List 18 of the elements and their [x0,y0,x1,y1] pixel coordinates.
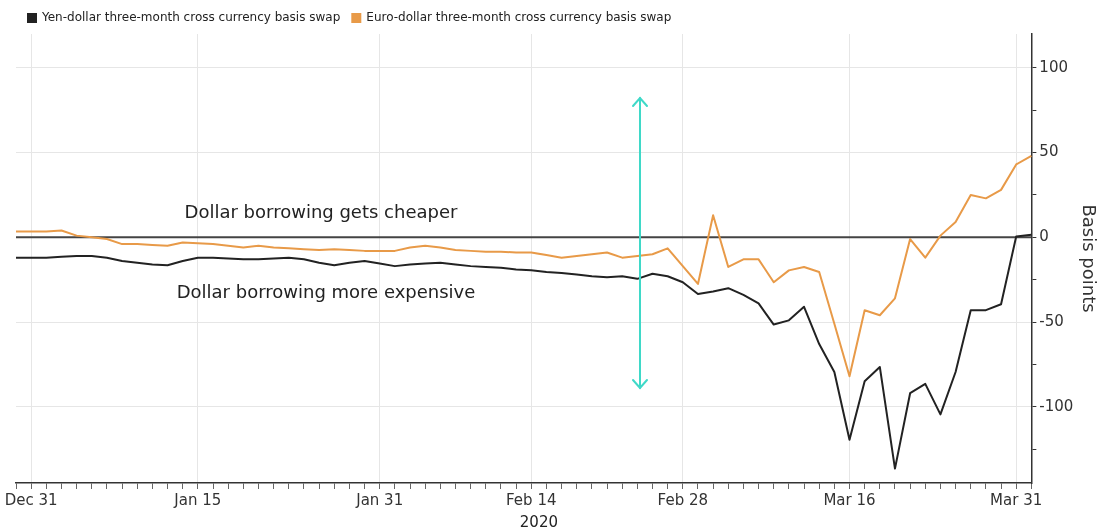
x-tick-label: Jan 31 [355,490,404,509]
x-tick-label: Jan 15 [173,490,222,509]
annotation: Dollar borrowing gets cheaper [184,200,459,222]
y-axis-title: Basis points [1078,204,1100,313]
legend-label: Yen-dollar three-month cross currency basis swap [41,10,341,25]
x-tick-label: Dec 31 [4,490,58,509]
y-tick-label: 0 [1039,227,1049,246]
x-tick-label: Mar 16 [823,490,876,509]
annotation: Dollar borrowing more expensive [176,280,476,302]
x-tick-label: Feb 14 [506,490,557,509]
y-tick-label: -100 [1039,396,1074,415]
x-tick-label: Feb 28 [657,490,709,509]
y-tick-label: 100 [1039,57,1068,76]
x-tick-label: Mar 31 [990,490,1043,509]
text: 2020 [519,512,558,531]
y-tick-label: 50 [1039,142,1059,161]
legend-label: Euro-dollar three-month cross currency basis swap [366,10,672,25]
y-tick-label: -50 [1039,311,1064,330]
